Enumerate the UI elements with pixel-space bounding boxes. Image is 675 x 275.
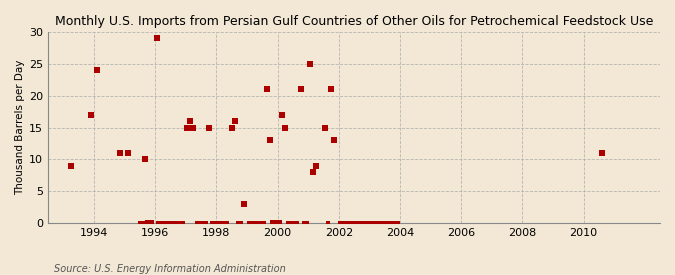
- Point: [215, 221, 226, 225]
- Point: [153, 221, 163, 225]
- Point: [307, 170, 318, 174]
- Point: [320, 125, 331, 130]
- Point: [209, 221, 220, 225]
- Point: [221, 221, 232, 225]
- Point: [301, 221, 312, 225]
- Point: [197, 221, 208, 225]
- Point: [350, 221, 361, 225]
- Point: [310, 164, 321, 168]
- Point: [277, 112, 288, 117]
- Point: [65, 164, 76, 168]
- Point: [200, 221, 211, 225]
- Point: [356, 221, 367, 225]
- Point: [384, 221, 395, 225]
- Point: [347, 221, 358, 225]
- Point: [151, 36, 162, 40]
- Point: [323, 221, 333, 225]
- Point: [236, 221, 246, 225]
- Point: [168, 221, 179, 225]
- Point: [359, 221, 370, 225]
- Point: [182, 125, 193, 130]
- Point: [335, 221, 346, 225]
- Point: [271, 221, 281, 225]
- Point: [232, 221, 243, 225]
- Point: [259, 221, 269, 225]
- Point: [369, 221, 379, 225]
- Point: [219, 221, 230, 225]
- Point: [145, 221, 156, 225]
- Point: [162, 221, 173, 225]
- Point: [92, 68, 103, 72]
- Title: Monthly U.S. Imports from Persian Gulf Countries of Other Oils for Petrochemical: Monthly U.S. Imports from Persian Gulf C…: [55, 15, 653, 28]
- Point: [165, 221, 176, 225]
- Point: [289, 221, 300, 225]
- Point: [171, 221, 182, 225]
- Point: [261, 87, 272, 92]
- Point: [213, 221, 223, 225]
- Point: [188, 125, 199, 130]
- Point: [286, 221, 297, 225]
- Point: [393, 221, 404, 225]
- Point: [86, 112, 97, 117]
- Point: [353, 221, 364, 225]
- Point: [252, 221, 263, 225]
- Point: [139, 157, 150, 162]
- Point: [255, 221, 266, 225]
- Point: [381, 221, 392, 225]
- Point: [365, 221, 376, 225]
- Point: [191, 221, 202, 225]
- Point: [597, 151, 608, 155]
- Point: [390, 221, 401, 225]
- Point: [174, 221, 185, 225]
- Point: [372, 221, 383, 225]
- Point: [375, 221, 385, 225]
- Point: [226, 125, 237, 130]
- Point: [344, 221, 355, 225]
- Point: [326, 87, 337, 92]
- Point: [122, 151, 133, 155]
- Point: [304, 62, 315, 66]
- Point: [329, 138, 340, 142]
- Point: [156, 221, 167, 225]
- Point: [115, 151, 126, 155]
- Point: [178, 221, 188, 225]
- Point: [341, 221, 352, 225]
- Point: [142, 221, 153, 225]
- Point: [142, 221, 153, 225]
- Point: [159, 221, 170, 225]
- Text: Source: U.S. Energy Information Administration: Source: U.S. Energy Information Administ…: [54, 264, 286, 274]
- Point: [194, 221, 205, 225]
- Point: [203, 125, 214, 130]
- Point: [274, 221, 285, 225]
- Point: [362, 221, 373, 225]
- Point: [292, 221, 303, 225]
- Point: [338, 221, 349, 225]
- Y-axis label: Thousand Barrels per Day: Thousand Barrels per Day: [15, 60, 25, 195]
- Point: [185, 119, 196, 123]
- Point: [246, 221, 257, 225]
- Point: [267, 221, 278, 225]
- Point: [207, 221, 217, 225]
- Point: [145, 221, 156, 225]
- Point: [238, 202, 249, 206]
- Point: [265, 138, 275, 142]
- Point: [272, 221, 283, 225]
- Point: [298, 221, 309, 225]
- Point: [295, 87, 306, 92]
- Point: [378, 221, 389, 225]
- Point: [283, 221, 294, 225]
- Point: [138, 221, 148, 225]
- Point: [134, 221, 145, 225]
- Point: [387, 221, 398, 225]
- Point: [140, 221, 151, 225]
- Point: [280, 125, 291, 130]
- Point: [230, 119, 240, 123]
- Point: [249, 221, 260, 225]
- Point: [243, 221, 254, 225]
